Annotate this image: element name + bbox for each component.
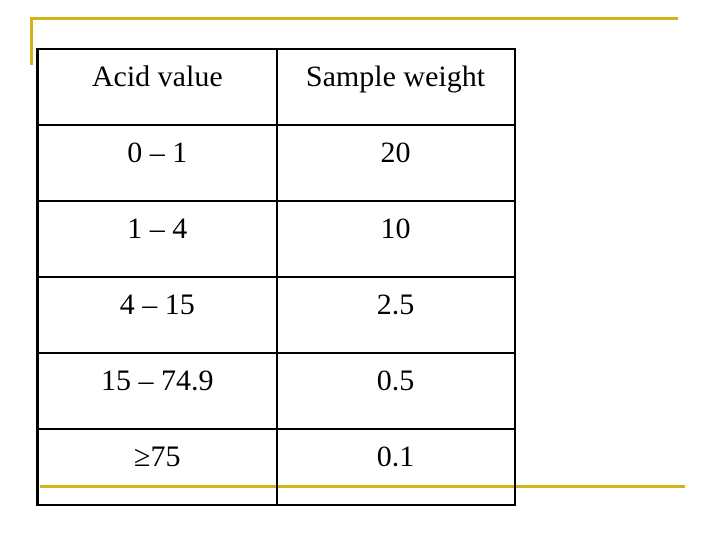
table-cell: 0.1 — [275, 428, 516, 506]
table-cell: 10 — [275, 200, 516, 278]
table-cell: 0.5 — [275, 352, 516, 430]
table-cell: 4 – 15 — [36, 276, 278, 354]
header-cell: Sample weight — [275, 48, 516, 126]
table-cell: 1 – 4 — [36, 200, 278, 278]
table-row: 1 – 4 10 — [36, 200, 516, 278]
table-row: ≥75 0.1 — [36, 428, 516, 506]
table-cell: ≥75 — [36, 428, 278, 506]
table: Acid value Sample weight 0 – 1 20 1 – 4 10 4 –… — [36, 48, 516, 506]
header-cell: Acid value — [36, 48, 278, 126]
table-cell: 20 — [275, 124, 516, 202]
header-row: Acid value Sample weight — [36, 48, 516, 126]
decor-line — [30, 17, 678, 20]
table-cell: 0 – 1 — [36, 124, 278, 202]
table-body: Acid value Sample weight 0 – 1 20 1 – 4 10 4 –… — [36, 48, 516, 506]
table-cell: 15 – 74.9 — [36, 352, 278, 430]
table-row: 0 – 1 20 — [36, 124, 516, 202]
decor-line — [30, 17, 33, 65]
table-row: 15 – 74.9 0.5 — [36, 352, 516, 430]
table-cell: 2.5 — [275, 276, 516, 354]
table-row: 4 – 15 2.5 — [36, 276, 516, 354]
